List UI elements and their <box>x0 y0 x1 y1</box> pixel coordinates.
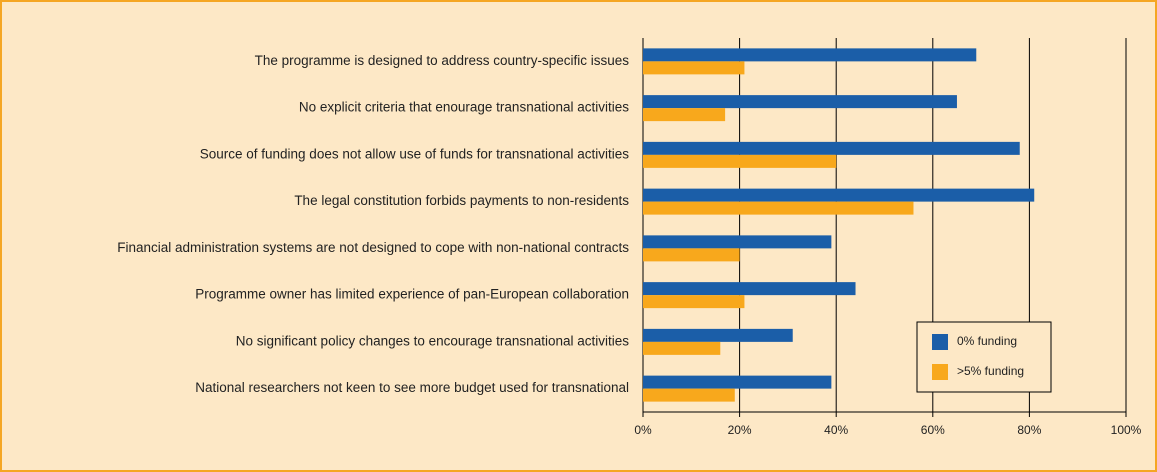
bar <box>643 201 914 215</box>
y-tick-label: Financial administration systems are not… <box>117 240 629 255</box>
x-tick-label: 40% <box>824 423 848 437</box>
y-tick-label: The programme is designed to address cou… <box>255 53 630 68</box>
bar <box>643 235 832 249</box>
bar <box>643 141 1020 155</box>
bar <box>643 154 837 168</box>
y-tick-label: The legal constitution forbids payments … <box>294 193 629 208</box>
bar <box>643 248 740 262</box>
legend-label: 0% funding <box>957 334 1017 348</box>
bar <box>643 375 832 389</box>
x-tick-label: 80% <box>1017 423 1041 437</box>
bar <box>643 328 793 342</box>
bar <box>643 188 1035 202</box>
bar <box>643 48 977 62</box>
legend-box <box>916 321 1052 393</box>
bar <box>643 282 856 296</box>
bar <box>643 295 745 309</box>
x-tick-label: 60% <box>921 423 945 437</box>
bar <box>643 108 726 122</box>
y-tick-label: National researchers not keen to see mor… <box>195 380 629 395</box>
bar <box>643 388 735 402</box>
x-tick-label: 0% <box>634 423 652 437</box>
bar <box>643 341 721 355</box>
bar <box>643 95 957 109</box>
y-tick-label: No significant policy changes to encoura… <box>236 333 629 348</box>
legend-swatch <box>932 334 948 350</box>
y-tick-label: Source of funding does not allow use of … <box>200 146 630 161</box>
legend-swatch <box>932 364 948 380</box>
y-tick-label: No explicit criteria that enourage trans… <box>299 100 629 115</box>
x-tick-label: 20% <box>728 423 752 437</box>
x-tick-label: 100% <box>1111 423 1142 437</box>
bar <box>643 61 745 75</box>
legend-label: >5% funding <box>957 364 1024 378</box>
y-tick-label: Programme owner has limited experience o… <box>195 287 629 302</box>
